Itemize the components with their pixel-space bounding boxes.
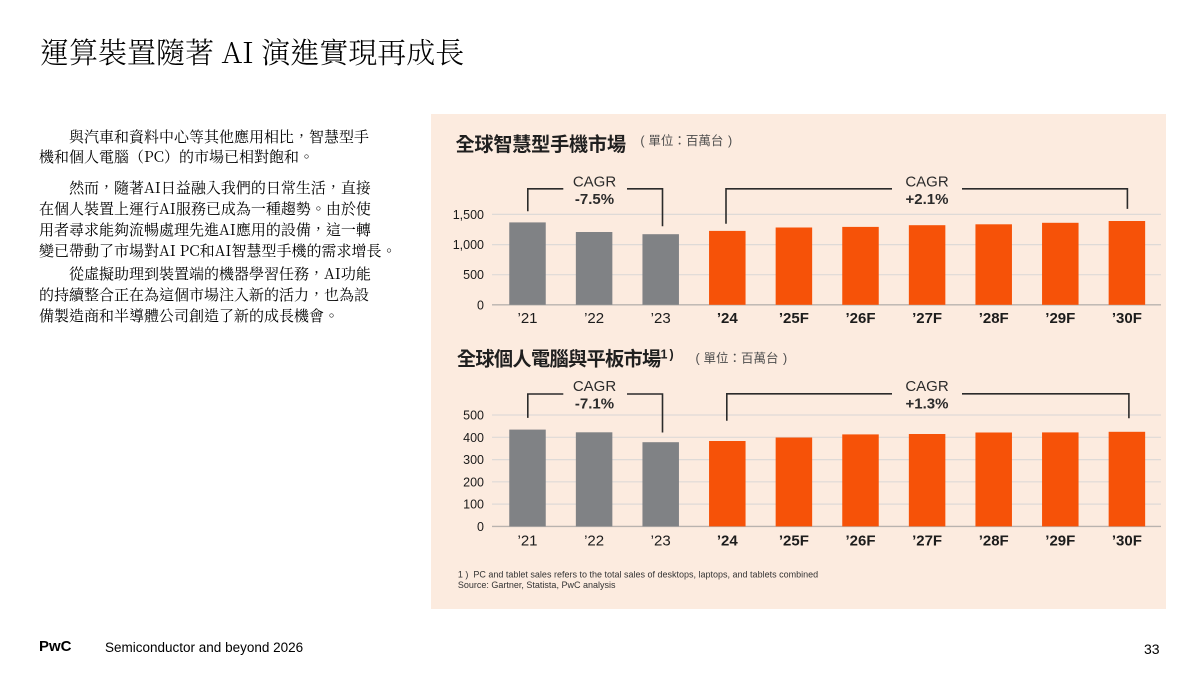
svg-text:’29F: ’29F [1045, 533, 1075, 550]
svg-text:’28F: ’28F [979, 533, 1009, 550]
svg-text:): ) [728, 134, 732, 148]
svg-text:’22: ’22 [584, 310, 604, 327]
svg-text:’23: ’23 [651, 310, 671, 327]
svg-text:-7.5%: -7.5% [575, 191, 614, 208]
svg-text:+1.3%: +1.3% [906, 396, 949, 413]
svg-text:CAGR: CAGR [905, 174, 949, 191]
svg-text:單位：百萬台: 單位：百萬台 [704, 348, 779, 367]
svg-text:CAGR: CAGR [905, 378, 949, 395]
svg-text:’24: ’24 [717, 533, 739, 550]
svg-text:’22: ’22 [584, 533, 604, 550]
svg-text:1: 1 [661, 348, 668, 362]
svg-text:’21: ’21 [517, 310, 537, 327]
svg-text:300: 300 [463, 453, 484, 467]
svg-text:’29F: ’29F [1045, 310, 1075, 327]
svg-text:500: 500 [463, 268, 484, 282]
svg-text:CAGR: CAGR [573, 174, 617, 191]
svg-text:0: 0 [477, 520, 484, 534]
svg-text:+2.1%: +2.1% [906, 191, 949, 208]
svg-text:1 ) PC and tablet sales refer: 1 ) PC and tablet sales refers to the to… [458, 569, 818, 579]
svg-text:’27F: ’27F [912, 310, 942, 327]
svg-text:200: 200 [463, 475, 484, 489]
svg-text:’25F: ’25F [779, 310, 809, 327]
svg-text:’26F: ’26F [845, 533, 875, 550]
svg-text:100: 100 [463, 498, 484, 512]
svg-text:-7.1%: -7.1% [575, 396, 614, 413]
svg-text:’30F: ’30F [1112, 533, 1142, 550]
svg-text:’25F: ’25F [779, 533, 809, 550]
svg-text:單位：百萬台: 單位：百萬台 [648, 130, 723, 149]
svg-text:(: ( [640, 134, 645, 148]
svg-text:’26F: ’26F [845, 310, 875, 327]
svg-text:): ) [783, 352, 787, 366]
svg-text:’28F: ’28F [979, 310, 1009, 327]
svg-text:’23: ’23 [651, 533, 671, 550]
svg-text:): ) [670, 348, 674, 362]
svg-text:1,000: 1,000 [453, 238, 484, 252]
svg-text:’27F: ’27F [912, 533, 942, 550]
svg-text:全球智慧型手機市場: 全球智慧型手機市場 [456, 129, 627, 157]
svg-text:400: 400 [463, 431, 484, 445]
svg-text:CAGR: CAGR [573, 378, 617, 395]
svg-text:全球個人電腦與平板市場: 全球個人電腦與平板市場 [457, 344, 661, 372]
svg-text:’30F: ’30F [1112, 310, 1142, 327]
svg-text:Source: Gartner, Statista, PwC: Source: Gartner, Statista, PwC analysis [458, 580, 616, 590]
svg-text:0: 0 [477, 298, 484, 312]
svg-text:’21: ’21 [517, 533, 537, 550]
svg-text:1,500: 1,500 [453, 208, 484, 222]
svg-text:’24: ’24 [717, 310, 739, 327]
svg-text:500: 500 [463, 409, 484, 423]
svg-text:(: ( [696, 352, 701, 366]
